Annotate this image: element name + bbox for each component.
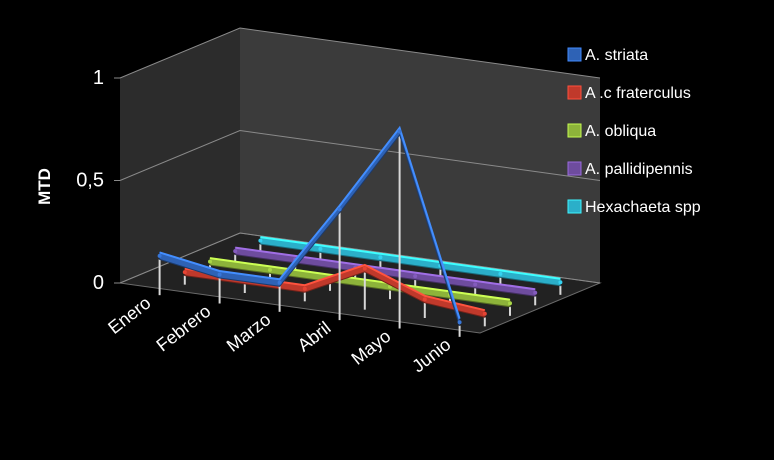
data-point	[268, 267, 272, 272]
legend-swatch	[567, 47, 582, 62]
y-axis-title: MTD	[35, 168, 54, 205]
legend-label: A. obliqua	[585, 123, 656, 140]
x-tick-label: Febrero	[152, 301, 214, 356]
data-point	[473, 282, 478, 287]
legend-swatch	[567, 123, 582, 138]
data-point	[482, 311, 487, 316]
data-point	[258, 238, 263, 243]
series-line	[235, 246, 536, 291]
x-tick-label: Mayo	[347, 326, 394, 369]
data-point	[558, 280, 563, 285]
data-point	[533, 290, 538, 295]
x-tick-label: Abril	[294, 318, 335, 356]
y-tick-label: 0	[93, 272, 104, 294]
data-point	[208, 259, 212, 264]
legend-swatch	[567, 161, 582, 176]
legend-item: Hexachaeta spp	[567, 199, 701, 216]
data-point	[182, 270, 187, 275]
gridline	[119, 129, 601, 181]
x-tick-label: Enero	[104, 293, 154, 338]
legend-label: A. pallidipennis	[585, 161, 693, 178]
legend-label: A. striata	[585, 47, 648, 64]
legend-label: Hexachaeta spp	[585, 199, 701, 216]
series-ribbons	[157, 125, 563, 337]
data-point	[378, 255, 383, 260]
data-point	[413, 274, 418, 279]
legend: A. striata A .c fraterculus A. obliqua A. p…	[567, 47, 701, 216]
legend-item: A. striata	[567, 47, 648, 64]
data-point	[217, 272, 222, 277]
legend-item: A. pallidipennis	[567, 161, 693, 178]
legend-swatch	[567, 199, 582, 214]
data-point	[422, 297, 427, 302]
legend-label: A .c fraterculus	[585, 85, 691, 102]
y-tick-label: 1	[93, 67, 104, 89]
legend-swatch	[567, 85, 582, 100]
series-0	[157, 125, 462, 337]
gridline	[119, 27, 601, 79]
data-point	[318, 246, 323, 251]
series-line	[159, 125, 461, 319]
data-point	[233, 249, 238, 254]
x-tick-label: Junio	[408, 334, 454, 376]
data-point	[302, 286, 307, 291]
y-tick-label: 0,5	[76, 170, 104, 192]
y-axis-ticks: 00,51	[76, 67, 104, 294]
data-point	[397, 129, 402, 134]
series-2	[208, 257, 512, 316]
x-tick-label: Marzo	[223, 309, 275, 356]
data-point	[498, 271, 503, 276]
data-point	[362, 266, 367, 271]
data-point	[337, 207, 342, 212]
data-point	[277, 280, 282, 285]
legend-item: A .c fraterculus	[567, 85, 691, 102]
data-point	[157, 253, 162, 258]
data-point	[508, 301, 512, 306]
series-line	[209, 257, 511, 301]
legend-item: A. obliqua	[567, 123, 656, 140]
data-point	[457, 320, 462, 325]
